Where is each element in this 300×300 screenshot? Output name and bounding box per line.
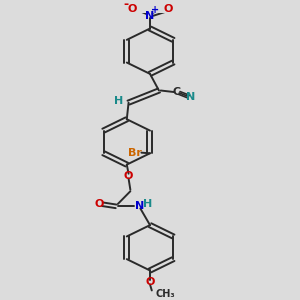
Text: H: H [114, 96, 123, 106]
Text: O: O [124, 171, 133, 181]
Text: H: H [142, 199, 152, 209]
Text: O: O [128, 4, 137, 14]
Text: Br: Br [128, 148, 142, 158]
Text: CH₃: CH₃ [155, 290, 175, 299]
Text: O: O [145, 277, 155, 287]
Text: +: + [151, 5, 159, 15]
Text: O: O [94, 199, 104, 209]
Text: N: N [186, 92, 196, 103]
Text: -: - [123, 0, 128, 11]
Text: N: N [146, 11, 154, 21]
Text: N: N [135, 201, 144, 212]
Text: O: O [164, 4, 173, 14]
Text: C: C [173, 87, 181, 97]
